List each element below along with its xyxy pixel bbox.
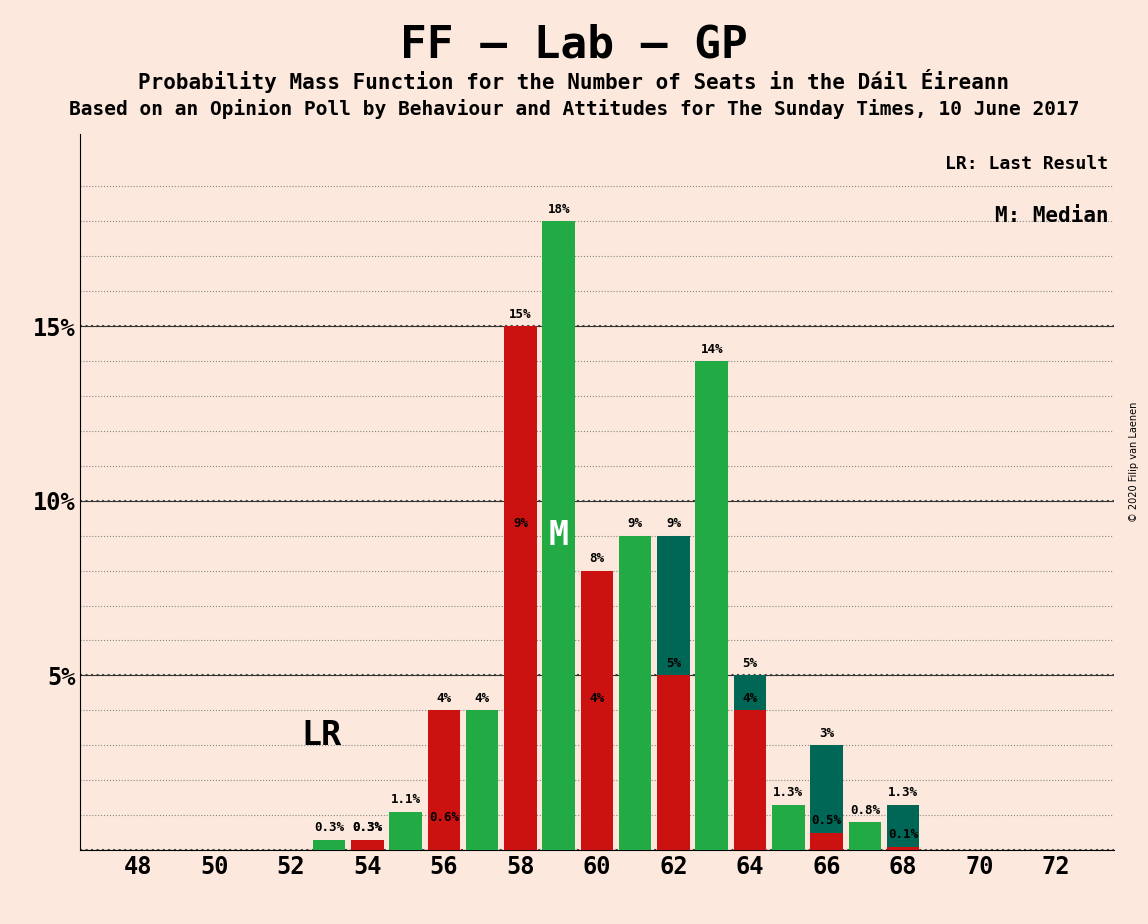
Text: 8%: 8% <box>589 553 605 565</box>
Bar <box>351 840 383 850</box>
Text: Based on an Opinion Poll by Behaviour and Attitudes for The Sunday Times, 10 Jun: Based on an Opinion Poll by Behaviour an… <box>69 99 1079 119</box>
Bar <box>810 833 843 850</box>
Text: 1.3%: 1.3% <box>889 786 918 799</box>
Text: FF – Lab – GP: FF – Lab – GP <box>401 23 747 67</box>
Text: 18%: 18% <box>548 203 569 216</box>
Text: 9%: 9% <box>628 517 643 530</box>
Text: 0.3%: 0.3% <box>315 821 344 834</box>
Text: LR: Last Result: LR: Last Result <box>945 155 1108 174</box>
Text: 1.1%: 1.1% <box>390 794 420 807</box>
Text: 3%: 3% <box>819 727 835 740</box>
Text: 4%: 4% <box>743 692 758 705</box>
Bar <box>657 675 690 850</box>
Text: 0.8%: 0.8% <box>850 804 879 817</box>
Bar <box>504 326 537 850</box>
Text: 0.6%: 0.6% <box>429 811 459 824</box>
Bar <box>351 840 383 850</box>
Text: M: Median: M: Median <box>995 206 1108 225</box>
Text: © 2020 Filip van Laenen: © 2020 Filip van Laenen <box>1130 402 1139 522</box>
Bar <box>581 571 613 850</box>
Text: 4%: 4% <box>589 692 605 705</box>
Text: 5%: 5% <box>743 657 758 670</box>
Text: 14%: 14% <box>700 343 723 356</box>
Bar <box>696 361 728 850</box>
Bar <box>313 840 346 850</box>
Bar <box>389 811 422 850</box>
Bar <box>428 829 460 850</box>
Bar <box>581 711 613 850</box>
Bar <box>619 536 652 850</box>
Text: LR: LR <box>301 719 342 752</box>
Text: Probability Mass Function for the Number of Seats in the Dáil Éireann: Probability Mass Function for the Number… <box>139 69 1009 93</box>
Bar <box>543 222 575 850</box>
Text: 1.3%: 1.3% <box>774 786 804 799</box>
Text: 9%: 9% <box>666 517 681 530</box>
Text: 5%: 5% <box>666 657 681 670</box>
Text: 15%: 15% <box>510 308 532 321</box>
Text: 0.5%: 0.5% <box>812 814 841 827</box>
Text: 4%: 4% <box>436 692 451 705</box>
Bar <box>734 675 766 850</box>
Bar <box>810 746 843 850</box>
Text: M: M <box>549 519 568 553</box>
Text: 0.3%: 0.3% <box>352 821 382 834</box>
Bar <box>504 536 537 850</box>
Bar <box>428 711 460 850</box>
Bar <box>466 711 498 850</box>
Text: 9%: 9% <box>513 517 528 530</box>
Bar <box>848 822 882 850</box>
Bar <box>734 711 766 850</box>
Bar <box>886 846 920 850</box>
Bar <box>657 536 690 850</box>
Text: 0.1%: 0.1% <box>889 828 918 842</box>
Bar <box>773 805 805 850</box>
Text: 4%: 4% <box>474 692 490 705</box>
Text: 0.3%: 0.3% <box>352 821 382 834</box>
Bar <box>886 805 920 850</box>
